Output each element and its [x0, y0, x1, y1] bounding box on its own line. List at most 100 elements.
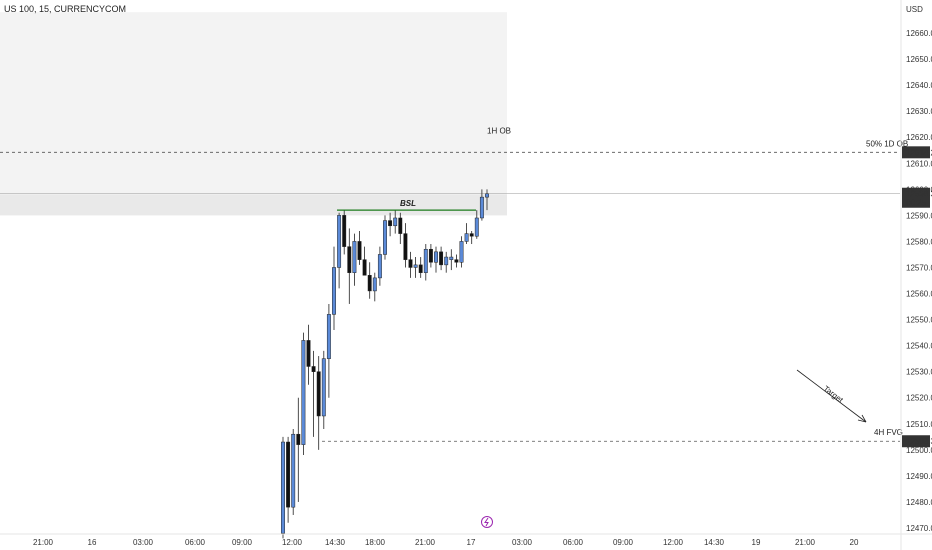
candle[interactable] [423, 244, 428, 281]
candle[interactable] [332, 246, 336, 330]
countdown-text: 00:25 [906, 199, 927, 208]
candle-body [377, 254, 382, 279]
time-tick-label: 12:00 [663, 538, 684, 547]
candle-body [367, 275, 372, 292]
candle[interactable] [449, 249, 454, 271]
candle[interactable] [286, 436, 291, 523]
candle[interactable] [291, 429, 296, 515]
candle[interactable] [377, 246, 382, 286]
candle[interactable] [485, 189, 489, 211]
time-tick-label: 21:00 [415, 538, 436, 547]
candle-body [306, 340, 311, 367]
price-tick-label: 12540.0 [906, 342, 932, 351]
price-tick-label: 12490.0 [906, 472, 932, 481]
candle[interactable] [357, 231, 362, 265]
candle[interactable] [372, 272, 377, 302]
zone-label-1h-ob: 1H OB [487, 126, 511, 135]
current-price-text: 12598.3 [906, 190, 932, 199]
candle[interactable] [311, 350, 316, 437]
candle[interactable] [337, 212, 342, 289]
candle-body [459, 241, 464, 263]
candle[interactable] [326, 303, 331, 398]
candle-body [383, 220, 387, 255]
candle[interactable] [306, 324, 311, 385]
price-tick-label: 12590.0 [906, 211, 932, 220]
price-tick-label: 12470.0 [906, 524, 932, 533]
price-axis[interactable]: 12660.0 12650.0 12640.0 12630.0 12620.0 12610… [900, 0, 932, 550]
candle[interactable] [454, 254, 459, 268]
candle-body [418, 264, 423, 273]
candle[interactable] [388, 212, 393, 237]
price-tick-label: 12510.0 [906, 420, 932, 429]
candle[interactable] [403, 223, 408, 268]
candle[interactable] [434, 246, 438, 273]
candle[interactable] [398, 212, 403, 245]
candle-body [332, 267, 336, 315]
candle-body [291, 433, 296, 508]
candle[interactable] [428, 244, 433, 268]
time-tick-label: 06:00 [185, 538, 206, 547]
price-tick-label: 12500.0 [906, 446, 932, 455]
price-tag-1d-ob-text: 12614.2 [906, 148, 932, 157]
price-tick-label: 12570.0 [906, 263, 932, 272]
price-tick-label: 12640.0 [906, 81, 932, 90]
candle[interactable] [347, 228, 352, 304]
candle-body [321, 358, 326, 417]
price-tick-label: 12620.0 [906, 133, 932, 142]
time-tick-label: 20 [850, 538, 859, 547]
candle[interactable] [342, 210, 347, 255]
candle[interactable] [474, 210, 479, 239]
candle[interactable] [321, 350, 326, 429]
time-tick-label: 03:00 [133, 538, 154, 547]
candle-body [301, 340, 306, 445]
candle-body [464, 233, 469, 242]
time-tick-label: 12:00 [282, 538, 303, 547]
candle-body [393, 217, 398, 227]
candle[interactable] [413, 257, 418, 278]
target-arrow-head [857, 414, 867, 423]
event-icon[interactable] [481, 516, 493, 528]
candle[interactable] [316, 356, 321, 450]
candle[interactable] [301, 332, 306, 456]
candle-body [316, 371, 321, 417]
candle-body [286, 441, 291, 508]
candle[interactable] [352, 233, 357, 286]
candle[interactable] [383, 215, 387, 260]
candle[interactable] [296, 397, 301, 502]
candle[interactable] [367, 262, 372, 299]
candle-body [357, 241, 362, 260]
price-tick-label: 12660.0 [906, 29, 932, 38]
candle[interactable] [408, 251, 413, 278]
candles-layer[interactable] [281, 189, 489, 539]
level-label-1d-ob: 50% 1D OB [866, 139, 908, 148]
candle[interactable] [439, 246, 444, 271]
candle[interactable] [479, 189, 484, 221]
price-tick-label: 12530.0 [906, 368, 932, 377]
candle-body [372, 277, 377, 292]
time-tick-label: 21:00 [33, 538, 54, 547]
candle[interactable] [444, 251, 449, 273]
candle-body [398, 217, 403, 234]
candle[interactable] [459, 236, 464, 268]
candle[interactable] [393, 210, 398, 234]
candle[interactable] [281, 436, 285, 539]
candle-body [469, 233, 474, 237]
order-block-zone-lower [0, 194, 507, 216]
candle[interactable] [464, 223, 469, 245]
candle[interactable] [362, 246, 367, 276]
candle-body [413, 264, 418, 268]
currency-label: USD [906, 5, 923, 14]
candle[interactable] [418, 257, 423, 278]
candle-body [485, 193, 489, 198]
candle-body [342, 215, 347, 247]
time-tick-label: 06:00 [563, 538, 584, 547]
price-tick-label: 12630.0 [906, 107, 932, 116]
time-tick-label: 09:00 [613, 538, 634, 547]
time-axis[interactable]: 21:00 16 03:00 06:00 09:00 12:00 14:30 18:00 21:… [0, 533, 932, 547]
price-tag-4h-fvg-text: 12503.3 [906, 437, 932, 446]
zones-layer: 1H OB [0, 12, 511, 216]
candle[interactable] [469, 231, 474, 245]
candle-body [352, 241, 357, 273]
